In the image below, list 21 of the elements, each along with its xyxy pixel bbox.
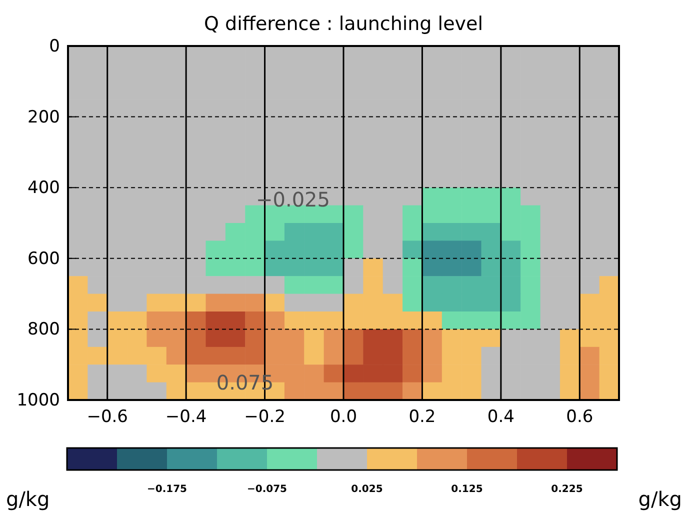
x-tick-label: 0.4 bbox=[487, 407, 514, 428]
y-tick-label: 0 bbox=[49, 36, 60, 56]
y-tick-label: 800 bbox=[28, 320, 60, 340]
color-bar-label: 0.125 bbox=[451, 484, 483, 495]
chart-title: Q difference : launching level bbox=[204, 13, 483, 35]
y-tick-label: 200 bbox=[28, 107, 60, 128]
y-tick-label: 1000 bbox=[16, 390, 60, 410]
x-tick-label: −0.4 bbox=[165, 407, 207, 428]
color-bar-label: 0.025 bbox=[351, 484, 383, 495]
y-tick-label: 600 bbox=[28, 248, 60, 269]
color-bar-label: −0.075 bbox=[246, 484, 288, 495]
color-bar-label: −0.175 bbox=[146, 484, 188, 495]
x-tick-label: 0.0 bbox=[330, 407, 358, 428]
text: g/kg bbox=[6, 487, 50, 511]
color-bar-title: g/kg bbox=[638, 487, 682, 511]
x-tick-label: 0.2 bbox=[408, 407, 436, 428]
y-tick-label: 400 bbox=[28, 178, 60, 198]
x-tick-label: 0.6 bbox=[566, 407, 594, 428]
x-tick-label: −0.2 bbox=[244, 407, 286, 428]
color-bar-label: 0.225 bbox=[551, 484, 583, 495]
x-tick-label: −0.6 bbox=[86, 407, 128, 428]
